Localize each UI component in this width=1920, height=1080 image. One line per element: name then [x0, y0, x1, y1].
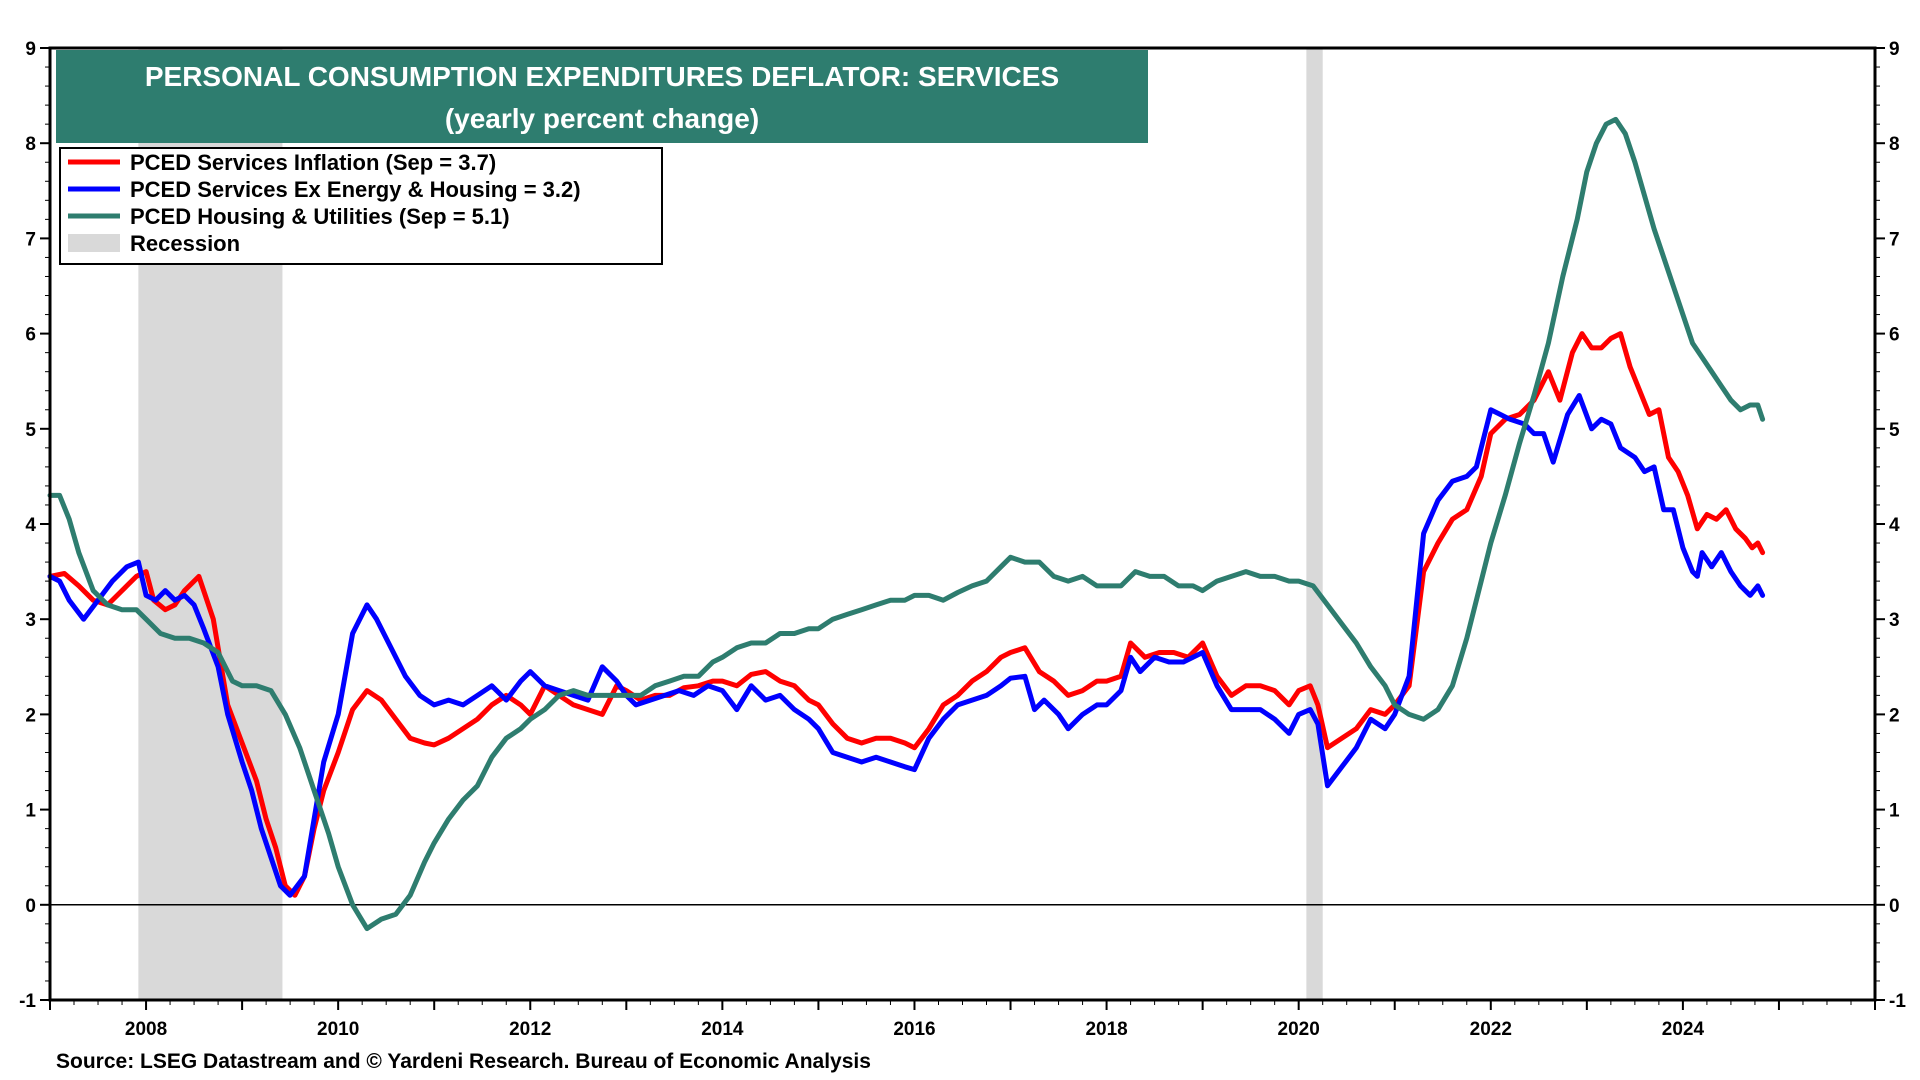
x-tick-label: 2014 [701, 1019, 744, 1040]
chart-title: PERSONAL CONSUMPTION EXPENDITURES DEFLAT… [145, 61, 1059, 92]
x-tick-label: 2008 [125, 1019, 167, 1040]
y-tick-label-left: 9 [25, 39, 36, 60]
y-tick-label-left: 0 [25, 896, 36, 917]
y-tick-label-left: 3 [25, 610, 36, 631]
y-tick-label-left: 6 [25, 325, 36, 346]
recession-band-1 [1306, 48, 1323, 1000]
y-tick-label-left: 1 [25, 801, 36, 822]
series-line-2 [47, 116, 1766, 932]
legend-label-recession: Recession [130, 231, 240, 256]
legend: PCED Services Inflation (Sep = 3.7) PCED… [59, 147, 663, 265]
legend-swatch-recession [68, 234, 120, 252]
y-tick-label-right: 7 [1889, 229, 1900, 250]
x-tick-label: 2024 [1662, 1019, 1705, 1040]
legend-label-ex-energy-housing: PCED Services Ex Energy & Housing = 3.2) [130, 177, 581, 202]
y-tick-label-left: 8 [25, 134, 36, 155]
y-tick-label-left: 7 [25, 229, 36, 250]
title-box: PERSONAL CONSUMPTION EXPENDITURES DEFLAT… [56, 50, 1148, 143]
x-tick-label: 2016 [893, 1019, 935, 1040]
x-tick-label: 2020 [1278, 1019, 1320, 1040]
title-background [56, 50, 1148, 143]
y-tick-label-left: -1 [19, 991, 36, 1012]
y-tick-label-right: 9 [1889, 39, 1900, 60]
y-tick-label-right: 1 [1889, 801, 1900, 822]
y-tick-label-right: 4 [1889, 515, 1900, 536]
source-note: Source: LSEG Datastream and © Yardeni Re… [56, 1050, 871, 1073]
y-tick-label-right: 6 [1889, 325, 1900, 346]
y-tick-label-right: 2 [1889, 705, 1900, 726]
x-tick-label: 2012 [509, 1019, 551, 1040]
y-tick-label-left: 5 [25, 420, 36, 441]
chart-subtitle: (yearly percent change) [445, 103, 759, 134]
series-lines [47, 116, 1766, 932]
y-tick-label-right: 5 [1889, 420, 1900, 441]
series-line-1 [47, 393, 1766, 898]
x-tick-label: 2010 [317, 1019, 359, 1040]
legend-label-services: PCED Services Inflation (Sep = 3.7) [130, 150, 496, 175]
y-tick-label-right: 8 [1889, 134, 1900, 155]
y-tick-label-right: -1 [1889, 991, 1906, 1012]
y-tick-label-left: 4 [25, 515, 36, 536]
y-tick-label-right: 0 [1889, 896, 1900, 917]
legend-box [59, 147, 663, 265]
axis-ticks [40, 47, 1885, 1010]
x-tick-label: 2018 [1085, 1019, 1127, 1040]
axis-tick-labels: -1 -1 0 0 1 1 2 2 3 3 4 4 5 5 6 6 7 7 8 8 9 9 2008 2010 2012 2014… [19, 39, 1906, 1040]
y-tick-label-left: 2 [25, 705, 36, 726]
y-tick-label-right: 3 [1889, 610, 1900, 631]
legend-label-housing-utilities: PCED Housing & Utilities (Sep = 5.1) [130, 204, 510, 229]
x-tick-label: 2022 [1470, 1019, 1512, 1040]
